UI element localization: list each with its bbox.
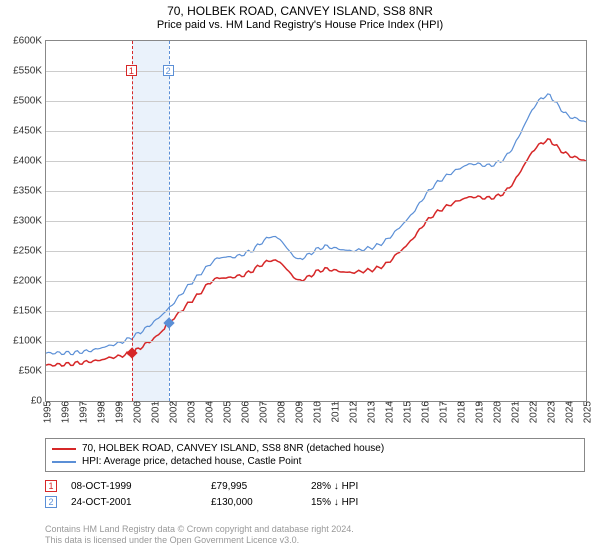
y-axis-label: £300K — [13, 216, 42, 227]
gridline — [46, 221, 586, 222]
sale-marker-line — [169, 41, 170, 401]
y-axis-label: £450K — [13, 126, 42, 137]
sale-row-marker: 1 — [45, 480, 57, 492]
legend-swatch — [52, 448, 76, 450]
sale-row: 2 24-OCT-2001£130,00015% ↓ HPI — [45, 494, 585, 510]
sale-price: £130,000 — [211, 497, 311, 508]
y-axis-label: £150K — [13, 306, 42, 317]
gridline — [46, 131, 586, 132]
x-axis-label: 2023 — [543, 401, 558, 423]
x-axis-label: 2020 — [489, 401, 504, 423]
sale-date: 24-OCT-2001 — [71, 497, 211, 508]
series-line — [46, 139, 586, 366]
gridline — [46, 251, 586, 252]
legend-item: 70, HOLBEK ROAD, CANVEY ISLAND, SS8 8NR … — [52, 442, 578, 455]
x-axis-label: 2018 — [453, 401, 468, 423]
x-axis-label: 1997 — [75, 401, 90, 423]
y-axis-label: £400K — [13, 156, 42, 167]
x-axis-label: 2001 — [147, 401, 162, 423]
gridline — [46, 161, 586, 162]
x-axis-label: 2002 — [165, 401, 180, 423]
attribution-line: Contains HM Land Registry data © Crown c… — [45, 524, 585, 535]
x-axis-label: 2024 — [561, 401, 576, 423]
x-axis-label: 1998 — [93, 401, 108, 423]
x-axis-label: 2007 — [255, 401, 270, 423]
x-axis-label: 2000 — [129, 401, 144, 423]
gridline — [46, 311, 586, 312]
x-axis-label: 2008 — [273, 401, 288, 423]
gridline — [46, 101, 586, 102]
attribution: Contains HM Land Registry data © Crown c… — [45, 524, 585, 546]
x-axis-label: 1996 — [57, 401, 72, 423]
x-axis-label: 2012 — [345, 401, 360, 423]
sales-table: 1 08-OCT-1999£79,99528% ↓ HPI 2 24-OCT-2001… — [45, 478, 585, 510]
attribution-line: This data is licensed under the Open Gov… — [45, 535, 585, 546]
legend-label: 70, HOLBEK ROAD, CANVEY ISLAND, SS8 8NR … — [82, 443, 384, 454]
x-axis-label: 2010 — [309, 401, 324, 423]
x-axis-label: 2004 — [201, 401, 216, 423]
x-axis-label: 2021 — [507, 401, 522, 423]
sale-delta: 15% ↓ HPI — [311, 497, 431, 508]
x-axis-label: 1999 — [111, 401, 126, 423]
y-axis-label: £600K — [13, 36, 42, 47]
x-axis-label: 2005 — [219, 401, 234, 423]
sale-row: 1 08-OCT-1999£79,99528% ↓ HPI — [45, 478, 585, 494]
sale-delta: 28% ↓ HPI — [311, 481, 431, 492]
y-axis-label: £500K — [13, 96, 42, 107]
x-axis-label: 2013 — [363, 401, 378, 423]
x-axis-label: 2015 — [399, 401, 414, 423]
gridline — [46, 191, 586, 192]
x-axis-label: 2009 — [291, 401, 306, 423]
gridline — [46, 341, 586, 342]
y-axis-label: £100K — [13, 336, 42, 347]
chart-subtitle: Price paid vs. HM Land Registry's House … — [0, 18, 600, 35]
x-axis-label: 2025 — [579, 401, 594, 423]
x-axis-label: 2014 — [381, 401, 396, 423]
sale-marker-box: 2 — [163, 65, 174, 76]
y-axis-label: £350K — [13, 186, 42, 197]
sale-marker-box: 1 — [126, 65, 137, 76]
x-axis-label: 2006 — [237, 401, 252, 423]
series-line — [46, 94, 586, 355]
y-axis-label: £50K — [19, 366, 42, 377]
x-axis-label: 2022 — [525, 401, 540, 423]
x-axis-label: 1995 — [39, 401, 54, 423]
gridline — [46, 371, 586, 372]
x-axis-label: 2003 — [183, 401, 198, 423]
legend-swatch — [52, 461, 76, 463]
y-axis-label: £200K — [13, 276, 42, 287]
plot-area: £0£50K£100K£150K£200K£250K£300K£350K£400… — [45, 40, 587, 402]
x-axis-label: 2016 — [417, 401, 432, 423]
x-axis-label: 2011 — [327, 401, 342, 423]
y-axis-label: £250K — [13, 246, 42, 257]
legend-label: HPI: Average price, detached house, Cast… — [82, 456, 301, 467]
sale-date: 08-OCT-1999 — [71, 481, 211, 492]
x-axis-label: 2017 — [435, 401, 450, 423]
sale-row-marker: 2 — [45, 496, 57, 508]
y-axis-label: £550K — [13, 66, 42, 77]
chart-container: 70, HOLBEK ROAD, CANVEY ISLAND, SS8 8NR … — [0, 0, 600, 560]
chart-title: 70, HOLBEK ROAD, CANVEY ISLAND, SS8 8NR — [0, 0, 600, 18]
sale-price: £79,995 — [211, 481, 311, 492]
gridline — [46, 281, 586, 282]
x-axis-label: 2019 — [471, 401, 486, 423]
legend-box: 70, HOLBEK ROAD, CANVEY ISLAND, SS8 8NR … — [45, 438, 585, 472]
legend-item: HPI: Average price, detached house, Cast… — [52, 455, 578, 468]
